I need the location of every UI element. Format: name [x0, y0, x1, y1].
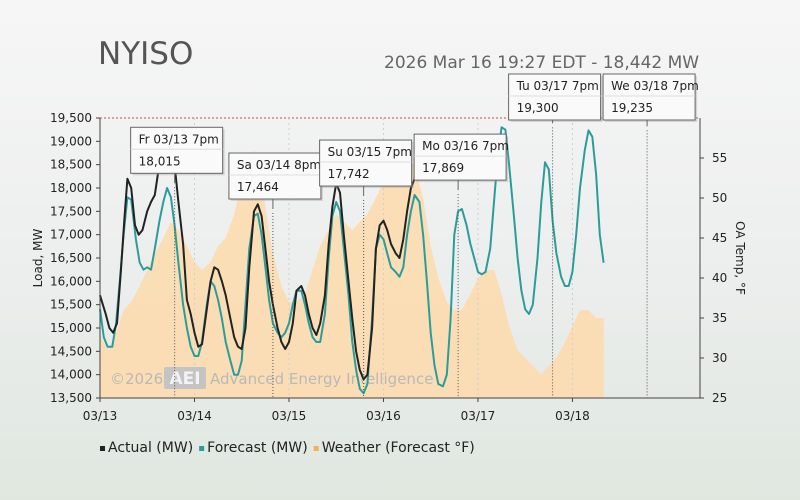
callout-label: Mo 03/16 7pm [422, 139, 509, 153]
aei-logo-box [164, 367, 206, 389]
callout-label: Fr 03/13 7pm [139, 132, 219, 146]
y-axis-title: Load, MW [31, 229, 45, 288]
x-tick-label: 03/15 [272, 409, 307, 423]
x-tick-label: 03/14 [177, 409, 212, 423]
y2-tick-label: 50 [712, 191, 727, 205]
legend-item-2: Forecast (MW) [199, 440, 308, 456]
callout-value: 19,300 [517, 101, 559, 115]
weather-area-layer [100, 150, 604, 398]
actual-line [99, 140, 419, 381]
y2-tick-label: 25 [712, 391, 727, 405]
legend-label: Forecast (MW) [207, 440, 308, 456]
callout-label: We 03/18 7pm [611, 79, 699, 93]
y-tick-label: 14,000 [50, 368, 92, 382]
forecast-line [99, 126, 605, 395]
axes-layer: 13,500 14,000 14,500 15,000 15,500 16,000 16,5… [31, 111, 747, 423]
callout-value: 17,742 [328, 167, 370, 181]
y-tick-label: 16,000 [50, 274, 92, 288]
y-tick-label: 15,000 [50, 321, 92, 335]
callout-5: Tu 03/17 7pm 19,300 [508, 73, 603, 398]
callout-box [319, 139, 413, 187]
page-title: NYISO [98, 36, 194, 72]
x-tick-label: 03/17 [461, 409, 496, 423]
y-tick-label: 13,500 [50, 391, 92, 405]
callout-box [228, 152, 322, 200]
callout-value: 17,869 [422, 161, 464, 175]
y2-tick-label: 45 [712, 231, 727, 245]
y2-tick-label: 55 [712, 151, 727, 165]
legend-marker [100, 446, 105, 451]
y-tick-label: 15,500 [50, 298, 92, 312]
aei-logo-text: AEI [169, 369, 200, 389]
y-tick-label: 18,500 [50, 158, 92, 172]
y-tick-label: 19,000 [50, 134, 92, 148]
legend: Actual (MW) Forecast (MW) Weather (Forecas… [100, 440, 475, 456]
callout-4: Mo 03/16 7pm 17,869 [413, 133, 509, 398]
callout-box [413, 133, 507, 181]
callout-1: Fr 03/13 7pm 18,015 [130, 126, 225, 398]
y-tick-label: 18,000 [50, 181, 92, 195]
y2-tick-label: 30 [712, 351, 727, 365]
legend-label: Actual (MW) [108, 440, 193, 456]
weather-area [100, 150, 604, 398]
callout-box [508, 73, 602, 121]
callout-value: 18,015 [139, 154, 181, 168]
y2-tick-label: 40 [712, 271, 727, 285]
watermark: ©2026 AEI Advanced Energy Intelligence [110, 367, 433, 389]
watermark-copyright: ©2026 [110, 370, 163, 388]
legend-marker [199, 446, 205, 451]
callout-2: Sa 03/14 8pm 17,464 [228, 152, 323, 398]
y2-tick-label: 35 [712, 311, 727, 325]
y-tick-label: 17,500 [50, 204, 92, 218]
callout-label: Sa 03/14 8pm [237, 158, 321, 172]
x-tick-label: 03/18 [555, 409, 590, 423]
callout-6: We 03/18 7pm 19,235 [602, 73, 699, 398]
x-tick-label: 03/13 [83, 409, 118, 423]
callout-3: Su 03/15 7pm 17,742 [319, 139, 414, 398]
y2-axis-title: OA Temp, °F [733, 221, 747, 295]
legend-item-1: Actual (MW) [100, 440, 193, 456]
page-subtitle: 2026 Mar 16 19:27 EDT - 18,442 MW [384, 53, 700, 73]
callout-value: 19,235 [611, 101, 653, 115]
legend-marker [313, 446, 319, 451]
callout-label: Su 03/15 7pm [328, 145, 412, 159]
y-tick-label: 17,000 [50, 228, 92, 242]
callouts-layer: Fr 03/13 7pm 18,015 Sa 03/14 8pm 17,464 Su 0… [130, 73, 699, 398]
series-lines-layer [99, 126, 605, 395]
callout-value: 17,464 [237, 180, 279, 194]
callout-box [602, 73, 696, 121]
y-tick-label: 16,500 [50, 251, 92, 265]
callout-box [130, 126, 224, 174]
y-tick-label: 14,500 [50, 344, 92, 358]
y-tick-label: 19,500 [50, 111, 92, 125]
x-tick-label: 03/16 [366, 409, 401, 423]
callout-label: Tu 03/17 7pm [516, 79, 599, 93]
watermark-company: Advanced Energy Intelligence [210, 370, 433, 388]
legend-label: Weather (Forecast °F) [322, 440, 475, 456]
legend-item-3: Weather (Forecast °F) [313, 440, 475, 456]
